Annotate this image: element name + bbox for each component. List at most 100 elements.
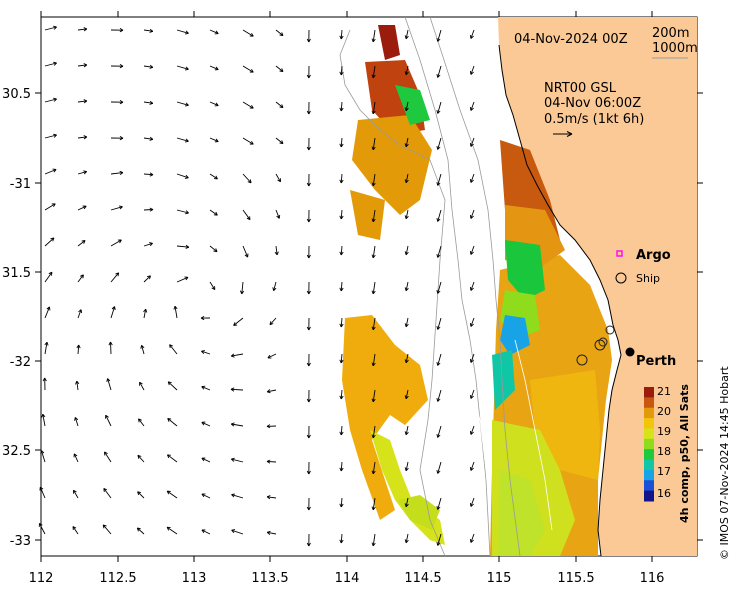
current-arrow bbox=[405, 29, 409, 39]
current-arrow bbox=[44, 342, 48, 355]
current-arrow bbox=[139, 381, 145, 391]
current-arrow-head bbox=[404, 359, 409, 364]
current-arrow bbox=[372, 353, 376, 366]
current-arrow bbox=[372, 497, 376, 510]
current-arrow bbox=[269, 317, 277, 326]
current-arrow bbox=[340, 173, 343, 184]
current-arrow-head bbox=[339, 395, 344, 400]
current-arrow-head bbox=[184, 276, 189, 281]
current-arrow bbox=[136, 527, 145, 535]
perth-marker bbox=[625, 347, 635, 357]
current-arrow-head bbox=[184, 102, 189, 107]
current-arrow bbox=[405, 209, 409, 219]
current-arrow bbox=[167, 454, 178, 463]
current-arrow bbox=[470, 65, 475, 75]
current-arrow-head bbox=[239, 290, 245, 295]
current-arrow-head bbox=[404, 215, 409, 220]
current-arrow bbox=[470, 317, 475, 327]
current-arrow-head bbox=[201, 493, 206, 498]
current-arrow bbox=[405, 497, 409, 507]
current-arrow-head bbox=[436, 145, 441, 150]
current-arrow-head bbox=[306, 506, 311, 511]
current-arrow bbox=[201, 350, 211, 355]
current-arrow-head bbox=[83, 27, 88, 32]
current-arrow bbox=[372, 281, 376, 294]
current-arrow bbox=[44, 203, 56, 211]
current-arrow bbox=[340, 65, 343, 76]
current-arrow-head bbox=[306, 290, 311, 295]
current-arrow-head bbox=[436, 325, 441, 330]
current-arrow bbox=[42, 414, 46, 427]
x-tick-112-5: 112.5 bbox=[99, 571, 136, 586]
current-arrow bbox=[138, 418, 145, 427]
contour-1000m-label: 1000m bbox=[652, 41, 698, 56]
current-arrow-head bbox=[371, 506, 376, 511]
current-arrow bbox=[209, 65, 219, 71]
current-arrow-head bbox=[138, 418, 142, 423]
argo-icon bbox=[616, 250, 623, 257]
colorbar-swatch bbox=[644, 459, 654, 471]
current-arrow bbox=[231, 458, 244, 463]
current-arrow-head bbox=[371, 542, 376, 547]
y-tick-32: -32 bbox=[10, 355, 31, 370]
y-tick-32-5: 32.5 bbox=[2, 444, 31, 459]
cbar-tick-20: 20 bbox=[657, 405, 671, 418]
current-arrow-head bbox=[149, 136, 154, 141]
cbar-tick-17: 17 bbox=[657, 465, 671, 478]
current-arrow-head bbox=[117, 239, 122, 244]
current-arrow-head bbox=[469, 394, 474, 399]
current-arrow bbox=[44, 26, 57, 31]
current-arrow bbox=[77, 100, 87, 103]
current-arrow-head bbox=[139, 381, 143, 386]
current-arrow-head bbox=[214, 102, 219, 107]
current-arrow-head bbox=[41, 413, 46, 418]
colorbar-swatch bbox=[644, 490, 654, 502]
current-arrow-head bbox=[213, 248, 218, 253]
current-arrow-head bbox=[306, 470, 311, 475]
current-arrow bbox=[470, 137, 475, 147]
current-arrow bbox=[110, 306, 116, 319]
current-arrow-head bbox=[201, 350, 205, 355]
current-arrow bbox=[73, 453, 79, 463]
coastal-contours bbox=[469, 339, 553, 531]
currents-time: 04-Nov 06:00Z bbox=[544, 96, 641, 111]
current-arrow-head bbox=[184, 30, 189, 35]
current-arrow bbox=[143, 173, 154, 176]
current-arrow-head bbox=[53, 133, 57, 138]
current-arrow bbox=[372, 389, 376, 402]
coastline bbox=[498, 44, 622, 557]
current-arrow-head bbox=[201, 529, 206, 534]
current-arrow-head bbox=[306, 38, 311, 43]
current-arrow-head bbox=[404, 431, 409, 436]
current-arrow bbox=[40, 450, 46, 463]
current-arrow bbox=[437, 173, 442, 186]
current-arrow bbox=[340, 389, 343, 400]
current-arrow bbox=[275, 209, 280, 219]
current-arrow bbox=[470, 389, 475, 399]
current-arrow bbox=[437, 353, 442, 366]
current-arrow bbox=[275, 137, 284, 144]
current-arrow bbox=[405, 137, 409, 147]
current-arrow-head bbox=[404, 179, 409, 184]
current-arrow-head bbox=[436, 289, 441, 294]
current-arrow bbox=[340, 425, 343, 436]
current-arrow bbox=[405, 389, 409, 399]
current-arrow bbox=[267, 531, 277, 535]
current-arrow-head bbox=[137, 491, 142, 496]
current-arrow-head bbox=[149, 207, 154, 212]
current-arrow-head bbox=[339, 107, 344, 112]
current-arrow bbox=[470, 353, 475, 363]
current-arrow-head bbox=[119, 100, 124, 105]
current-arrow bbox=[233, 317, 244, 326]
x-tick-114-5: 114.5 bbox=[404, 571, 441, 586]
sst-patches bbox=[342, 25, 612, 556]
current-arrow bbox=[110, 272, 120, 283]
current-arrow-head bbox=[339, 251, 344, 256]
current-arrow bbox=[77, 309, 82, 319]
current-arrow-head bbox=[169, 344, 173, 349]
current-arrow-head bbox=[83, 170, 88, 175]
current-arrow-head bbox=[436, 37, 441, 42]
current-arrow bbox=[44, 169, 57, 175]
current-arrow-head bbox=[371, 182, 376, 187]
